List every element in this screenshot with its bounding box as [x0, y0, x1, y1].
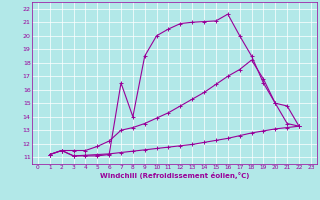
- X-axis label: Windchill (Refroidissement éolien,°C): Windchill (Refroidissement éolien,°C): [100, 172, 249, 179]
